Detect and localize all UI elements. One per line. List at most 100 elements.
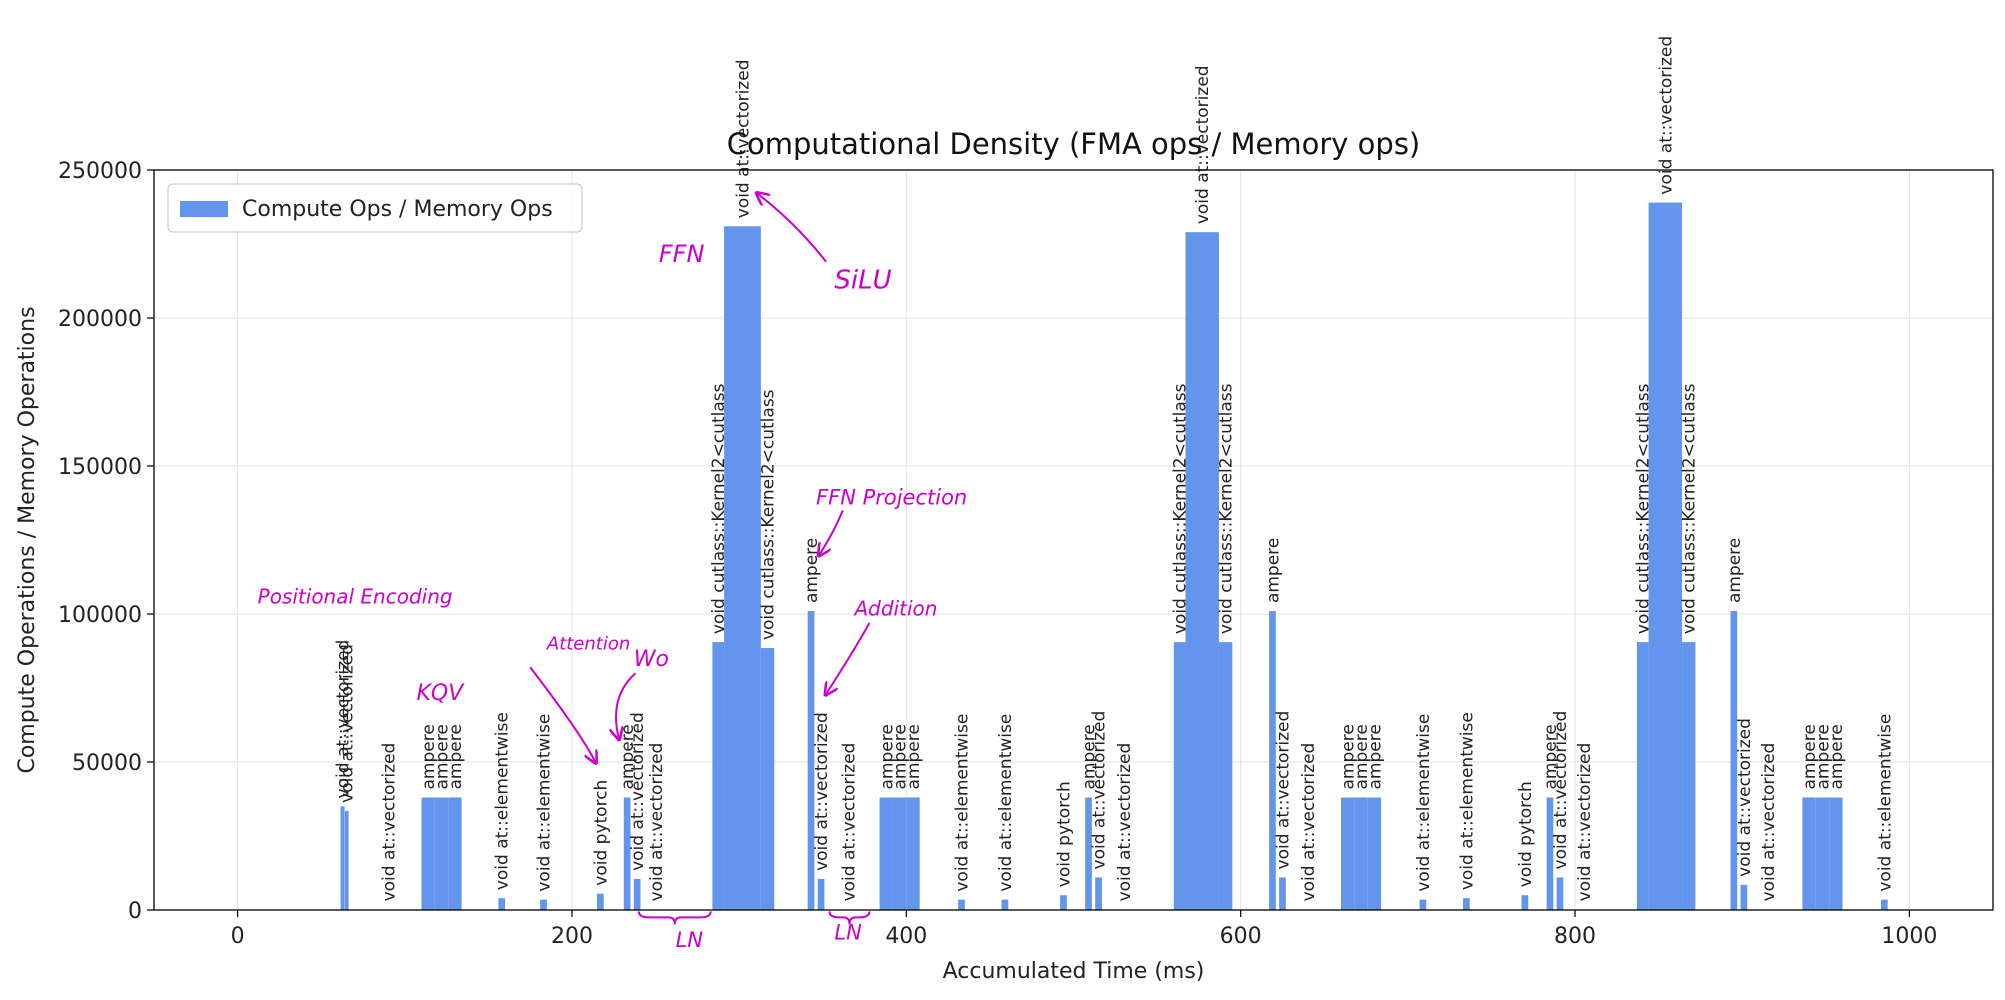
bar bbox=[421, 797, 435, 910]
annotation-arrow bbox=[819, 510, 844, 554]
bar bbox=[879, 797, 893, 910]
y-tick-label: 50000 bbox=[72, 751, 142, 776]
bar bbox=[1880, 899, 1888, 910]
bar-label: ampere bbox=[1827, 724, 1847, 789]
bar-label: void at::vectorized bbox=[1759, 743, 1779, 902]
annotation-label: LN bbox=[676, 928, 704, 952]
bars bbox=[340, 202, 1888, 911]
bar bbox=[1648, 202, 1683, 910]
y-ticks: 0 50000 100000 150000 200000 250000 bbox=[58, 159, 154, 924]
legend-swatch bbox=[180, 201, 228, 217]
y-tick-label: 200000 bbox=[58, 307, 142, 332]
bar-label: void at::vectorized bbox=[1090, 711, 1110, 870]
annotation-brace bbox=[828, 911, 871, 925]
bar-label: void at::vectorized bbox=[1575, 743, 1595, 902]
bar bbox=[1218, 642, 1233, 910]
bar-label: ampere bbox=[904, 724, 924, 789]
annotation-label: Wo bbox=[634, 647, 669, 672]
bar bbox=[540, 899, 547, 910]
bar bbox=[498, 898, 506, 910]
bar-label: void at::elementwise bbox=[493, 712, 513, 890]
bar bbox=[1185, 232, 1219, 910]
bar-label: void at::vectorized bbox=[1656, 36, 1676, 195]
y-tick-label: 250000 bbox=[58, 159, 142, 184]
bar-label: void cutlass::Kernel2<cutlass bbox=[1217, 383, 1237, 634]
bar bbox=[1463, 898, 1470, 910]
bar-label: ampere bbox=[1800, 724, 1820, 789]
bar-label: void cutlass::Kernel2<cutlass bbox=[1680, 383, 1700, 634]
bar bbox=[892, 797, 907, 910]
bar-label: void at::vectorized bbox=[1115, 743, 1135, 902]
bar-label: void cutlass::Kernel2<cutlass bbox=[759, 389, 779, 640]
bar-label: void pytorch bbox=[591, 780, 611, 886]
bar bbox=[1682, 642, 1696, 910]
bar bbox=[724, 226, 761, 911]
bar bbox=[1173, 642, 1186, 910]
bar bbox=[340, 806, 345, 910]
bar bbox=[623, 797, 631, 910]
bar bbox=[448, 797, 462, 910]
bar-label: void at::elementwise bbox=[1875, 714, 1895, 892]
bar-label: ampere bbox=[433, 724, 453, 789]
bar-label: void cutlass::Kernel2<cutlass bbox=[1171, 383, 1191, 634]
bar bbox=[1354, 797, 1368, 910]
bar bbox=[1521, 895, 1529, 910]
x-tick-label: 1000 bbox=[1881, 924, 1937, 949]
bar-label: ampere bbox=[1725, 538, 1745, 603]
bar-label: void at::elementwise bbox=[996, 714, 1016, 892]
annotation-label: FFN bbox=[659, 240, 705, 268]
annotation-label: Addition bbox=[852, 596, 937, 620]
x-tick-label: 600 bbox=[1220, 924, 1262, 949]
bar bbox=[1802, 797, 1816, 910]
bar-label: ampere bbox=[877, 724, 897, 789]
legend: Compute Ops / Memory Ops bbox=[167, 183, 583, 233]
x-tick-label: 800 bbox=[1554, 924, 1596, 949]
annotation-brace bbox=[637, 911, 712, 925]
bar-label: void at::vectorized bbox=[1299, 743, 1319, 902]
bar bbox=[807, 611, 815, 910]
bar bbox=[712, 642, 725, 910]
bar-label: ampere bbox=[1263, 538, 1283, 603]
bar-label: void at::vectorized bbox=[380, 743, 400, 902]
bar-label: ampere bbox=[891, 724, 911, 789]
bar-label: void at::vectorized bbox=[1735, 718, 1755, 877]
annotation-label: LN bbox=[834, 921, 862, 945]
x-tick-label: 0 bbox=[231, 924, 245, 949]
bar bbox=[1815, 797, 1830, 910]
bar bbox=[1060, 895, 1067, 910]
y-tick-label: 150000 bbox=[58, 455, 142, 480]
bar-label: ampere bbox=[1352, 724, 1372, 789]
bar-label: ampere bbox=[1080, 724, 1100, 789]
bar-label: void at::elementwise bbox=[952, 714, 972, 892]
bar-label: void at::elementwise bbox=[1414, 714, 1434, 892]
bar bbox=[1340, 797, 1355, 910]
y-tick-label: 0 bbox=[128, 899, 142, 924]
annotation-label: KQV bbox=[416, 681, 465, 706]
bar bbox=[906, 797, 920, 910]
bar-label: void at::vectorized bbox=[1551, 711, 1571, 870]
bar-label: void cutlass::Kernel2<cutlass bbox=[1634, 383, 1654, 634]
bar bbox=[1419, 899, 1427, 910]
bar bbox=[1279, 877, 1286, 910]
bar-label: void at::vectorized bbox=[839, 743, 859, 902]
bar bbox=[597, 893, 604, 910]
bar bbox=[434, 797, 449, 910]
x-tick-label: 400 bbox=[885, 924, 927, 949]
bar-label: void pytorch bbox=[1054, 781, 1074, 887]
bar bbox=[1730, 611, 1738, 910]
bar bbox=[344, 810, 349, 910]
bar bbox=[958, 899, 965, 910]
bar-label: void at::vectorized bbox=[628, 712, 648, 871]
bar-label: ampere bbox=[1813, 724, 1833, 789]
bar bbox=[1636, 642, 1649, 910]
bar-label: void at::vectorized bbox=[812, 712, 832, 871]
bar bbox=[1740, 884, 1748, 910]
bar bbox=[1001, 899, 1009, 910]
bar-label: void at::elementwise bbox=[535, 714, 555, 892]
bar-label: ampere bbox=[1541, 724, 1561, 789]
annotation-label: FFN Projection bbox=[816, 485, 967, 509]
annotation-label: Attention bbox=[546, 634, 630, 655]
